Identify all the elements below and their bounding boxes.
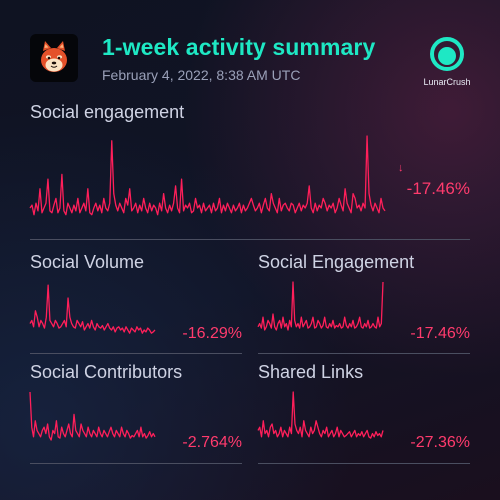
brand-name: LunarCrush — [423, 77, 471, 87]
lunarcrush-logo-icon — [430, 37, 464, 71]
timestamp: February 4, 2022, 8:38 AM UTC — [102, 67, 301, 83]
brand-logo: LunarCrush — [418, 36, 476, 87]
change-value: -17.46% — [406, 179, 470, 198]
down-arrow-icon: ↓ — [398, 162, 404, 174]
panel-label: Shared Links — [258, 362, 364, 382]
series-line — [257, 281, 384, 331]
shared-links-panel: Shared Links -27.36% — [257, 362, 470, 466]
series-line — [29, 284, 156, 334]
social-contributors-chart — [29, 391, 156, 441]
panel-label: Social Volume — [30, 252, 145, 272]
change-value: -17.46% — [410, 325, 470, 342]
social-contributors-panel: Social Contributors -2.764% — [29, 362, 242, 466]
shiba-inu-dog-icon — [41, 41, 67, 72]
divider — [30, 239, 470, 240]
social-engagement-small-panel: Social Engagement -17.46% — [257, 252, 470, 356]
shared-links-chart — [257, 391, 384, 439]
divider — [30, 353, 242, 354]
panel-label: Social Engagement — [258, 252, 415, 272]
panel-label: Social engagement — [30, 102, 185, 122]
divider — [258, 353, 470, 354]
divider — [258, 463, 470, 464]
change-value: -16.29% — [182, 325, 242, 342]
divider — [30, 463, 242, 464]
panel-label: Social Contributors — [30, 362, 183, 382]
series-line — [257, 391, 384, 439]
social-engagement-panel: Social engagement ↓ -17.46% — [29, 102, 470, 242]
series-line — [29, 391, 156, 441]
social-engagement-chart — [29, 135, 386, 216]
social-volume-chart — [29, 284, 156, 334]
change-value: -27.36% — [410, 434, 470, 451]
social-volume-panel: Social Volume -16.29% — [29, 252, 242, 356]
page-title: 1-week activity summary — [102, 34, 376, 60]
social-engagement-small-chart — [257, 281, 384, 331]
token-logo — [30, 34, 78, 82]
change-value: -2.764% — [182, 434, 242, 451]
series-line — [29, 135, 386, 216]
